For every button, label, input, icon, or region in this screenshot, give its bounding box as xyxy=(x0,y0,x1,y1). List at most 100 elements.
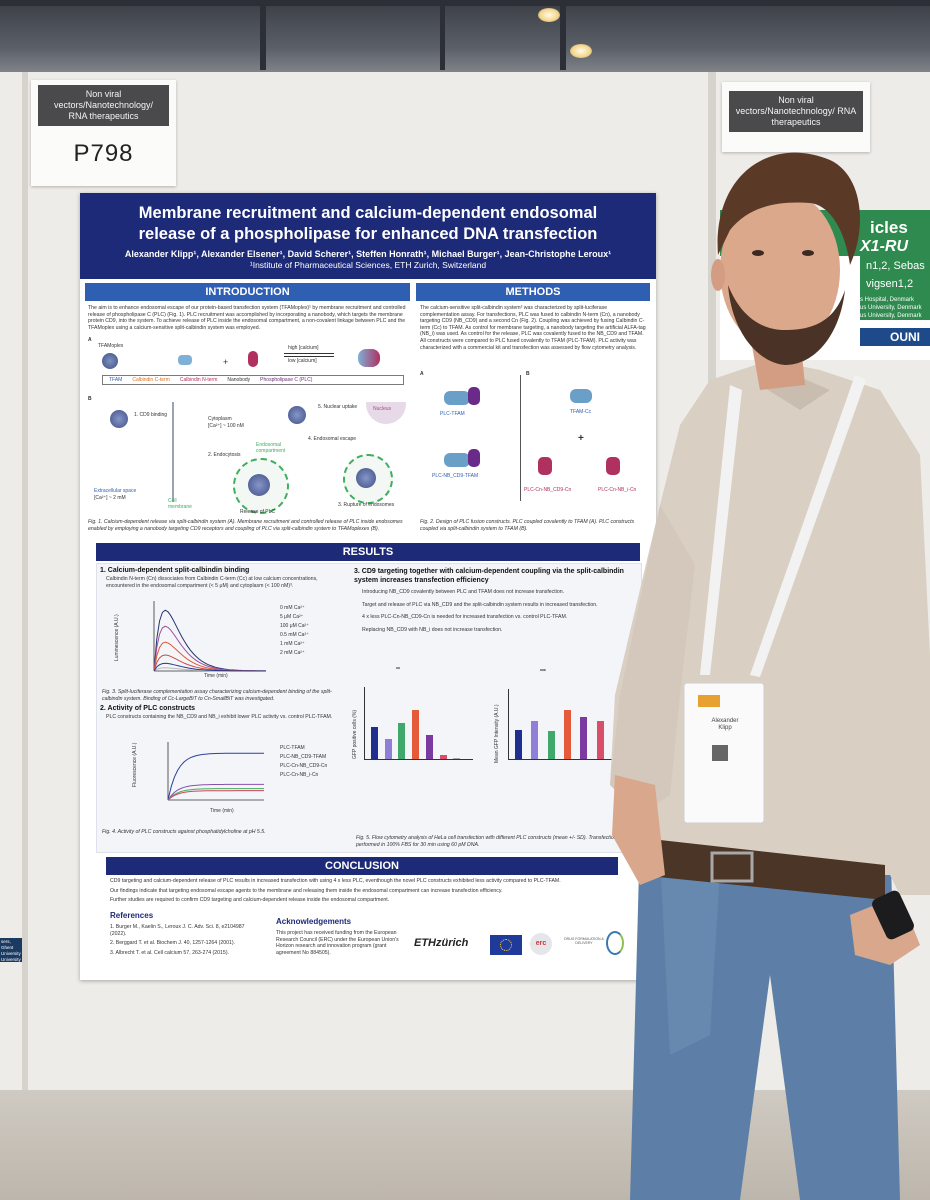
floor xyxy=(0,1090,930,1200)
acknowledgements-text: This project has received funding from t… xyxy=(276,930,399,956)
plc-icon xyxy=(468,387,480,405)
significance-marker: ** xyxy=(396,667,400,673)
endosome-shape xyxy=(233,458,289,514)
bar xyxy=(384,738,392,759)
neighbor-label-card: Non viral vectors/Nanotechnology/ RNA th… xyxy=(722,82,870,152)
methods-heading: METHODS xyxy=(416,283,650,301)
figure-3-caption: Fig. 3. Split-luciferase complementation… xyxy=(102,689,332,702)
legend-entry: 5 μM Ca²⁺ xyxy=(280,614,304,620)
poster-number: P798 xyxy=(73,140,134,167)
erc-logo: erc xyxy=(530,933,552,955)
eu-flag-icon xyxy=(490,935,522,955)
board-frame xyxy=(22,72,28,1122)
figure-1a-legend: TFAM Calbindin C-term Calbindin N-term N… xyxy=(102,375,404,385)
result-3-bullets: Introducing NB_CD9 covalently between PL… xyxy=(362,589,632,633)
methods-text: The calcium-sensitive split-calbindin sy… xyxy=(420,305,646,351)
bar xyxy=(596,720,604,759)
equilibrium-arrow xyxy=(284,353,334,354)
tfamoplex-icon xyxy=(110,410,128,428)
curve-line xyxy=(167,790,264,801)
results-panel xyxy=(96,563,642,853)
neighbor-title: X1-RU xyxy=(860,238,909,255)
introduction-text: The aim is to enhance endosomal escape o… xyxy=(88,305,406,331)
figure-5b-chart xyxy=(508,689,619,760)
category-label: Non viral vectors/Nanotechnology/ RNA th… xyxy=(38,85,169,126)
lab-logo: DRUG FORMULATION & DELIVERY xyxy=(564,937,604,945)
bar xyxy=(564,710,571,759)
figure-5-caption: Fig. 5. Flow cytometry analysis of HeLa … xyxy=(356,835,617,848)
equilibrium-arrow xyxy=(284,356,334,357)
neighbor-authors: vigsen1,2 xyxy=(866,278,914,290)
references: References 1. Burger M., Kaelin S., Lero… xyxy=(110,911,260,956)
figure-3-chart xyxy=(153,601,266,672)
legend-entry: PLC-NB_CD9-TFAM xyxy=(280,754,327,760)
left-board xyxy=(0,72,22,1112)
bar xyxy=(439,754,447,759)
legend-entry: PLC-TFAM xyxy=(280,745,305,751)
result-1-heading: 1. Calcium-dependent split-calbindin bin… xyxy=(100,567,250,574)
eye xyxy=(802,250,814,256)
figure-4-legend: PLC-TFAM PLC-NB_CD9-TFAM PLC-Cn-NB_CD9-C… xyxy=(280,745,350,778)
bar xyxy=(425,735,433,759)
protein-icon xyxy=(570,389,592,403)
wristwatch-icon xyxy=(872,890,914,940)
curve-line xyxy=(167,752,264,801)
ceiling-beam xyxy=(560,0,566,70)
figure-3-ylabel: Luminescence (A.U.) xyxy=(114,614,120,661)
bar xyxy=(547,731,555,759)
protein-icon xyxy=(178,355,192,365)
ceiling-beam xyxy=(260,0,266,70)
poster-label-card: Non viral vectors/Nanotechnology/ RNA th… xyxy=(31,80,176,186)
results-heading: RESULTS xyxy=(96,543,640,561)
figure-1-caption: Fig. 1. Calcium-dependent release via sp… xyxy=(88,519,403,532)
neighbor-authors: n1,2, Sebas xyxy=(866,260,925,272)
presenter-person xyxy=(610,152,930,1200)
neighbor-affiliations: s Hospital, Denmark us University, Denma… xyxy=(860,297,922,319)
tfamoplex-icon xyxy=(248,474,270,496)
legend-entry: 2 mM Ca²⁺ xyxy=(280,650,305,656)
figure-2: A B PLC-TFAM TFAM-Cc + PLC-NB_CD9-TFAM P… xyxy=(420,371,648,509)
bullet: Our findings indicate that targeting end… xyxy=(110,887,503,894)
significance-marker: *** xyxy=(540,669,546,675)
figure-3-legend: 0 mM Ca²⁺ 5 μM Ca²⁺ 100 μM Ca²⁺ 0.5 mM C… xyxy=(280,605,340,656)
complex-icon xyxy=(358,349,380,367)
figure-4-ylabel: Fluorescence (A.U.) xyxy=(132,742,138,787)
curve-line xyxy=(167,788,264,801)
badge-name: Alexander Klipp xyxy=(711,718,739,731)
result-2-heading: 2. Activity of PLC constructs xyxy=(100,705,196,712)
result-1-text: Calbindin N-term (Cn) dissociates from C… xyxy=(106,576,318,589)
conclusion-heading: CONCLUSION xyxy=(106,857,618,875)
poster-affiliation: ¹Institute of Pharmaceutical Sciences, E… xyxy=(249,260,487,270)
qr-code-icon xyxy=(712,745,728,761)
plc-icon xyxy=(248,351,258,367)
bar xyxy=(371,726,378,759)
legend-entry: 0 mM Ca²⁺ xyxy=(280,605,305,611)
figure-1a: A TFAMoplex + high [calcium] low [calciu… xyxy=(88,337,408,389)
neighbor-section-bar: OUNI xyxy=(860,328,930,346)
bar xyxy=(515,729,522,759)
figure-1b: B 1. CD9 binding Cytoplasm [Ca²⁺] ~ 100 … xyxy=(88,396,408,515)
bar xyxy=(580,717,588,759)
ceiling-lamp xyxy=(570,44,592,58)
tfamoplex-icon xyxy=(288,406,306,424)
bullet: Introducing NB_CD9 covalently between PL… xyxy=(362,589,565,595)
figure-4-xlabel: Time (min) xyxy=(210,808,234,814)
legend-entry: PLC-Cn-NB_i-Cn xyxy=(280,772,319,778)
result-2-text: PLC constructs containing the NB_CD9 and… xyxy=(106,714,333,720)
category-label: Non viral vectors/Nanotechnology/ RNA th… xyxy=(729,91,863,132)
figure-5a-ylabel: GFP positive cells (%) xyxy=(352,709,358,759)
bullet: 4 x less PLC-Cn-NB_CD9-Cn is needed for … xyxy=(362,614,568,621)
figure-2-caption: Fig. 2. Design of PLC fusion constructs.… xyxy=(420,519,635,532)
reference-item: 3. Albrecht T. et al. Cell calcium 57, 2… xyxy=(110,949,229,956)
curve-line xyxy=(167,783,264,801)
beard xyxy=(728,285,845,365)
introduction-heading: INTRODUCTION xyxy=(85,283,410,301)
neighbor-poster-header xyxy=(860,256,930,320)
belt xyxy=(658,840,885,900)
result-3-heading: 3. CD9 targeting together with calcium-d… xyxy=(354,568,624,584)
acknowledgements-heading: Acknowledgements xyxy=(276,917,352,926)
figure-5b-ylabel: Mean GFP Intensity (A.U.) xyxy=(494,704,500,763)
belt-buckle xyxy=(710,851,754,883)
legend-entry: 0.5 mM Ca²⁺ xyxy=(280,632,309,638)
legend-entry: 100 μM Ca²⁺ xyxy=(280,623,309,629)
